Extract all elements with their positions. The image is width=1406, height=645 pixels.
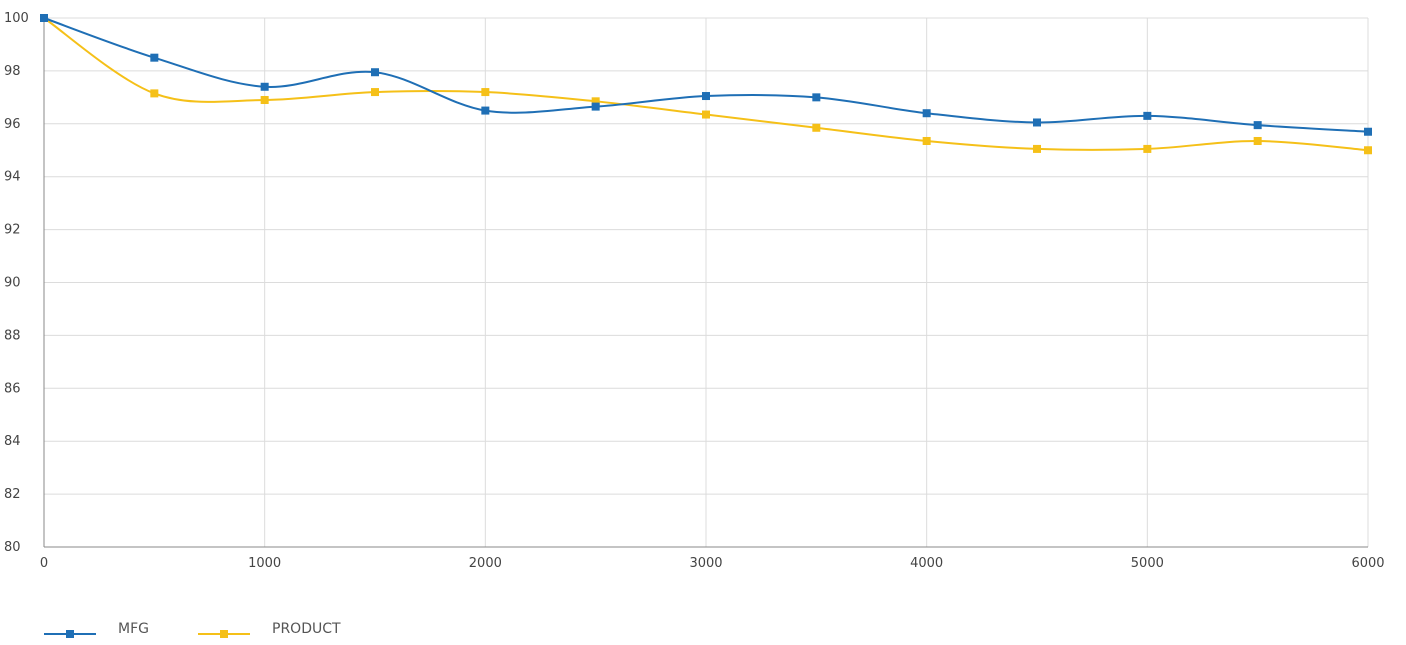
y-tick-label: 82 bbox=[4, 487, 21, 502]
x-tick-label: 1000 bbox=[248, 556, 281, 571]
legend-swatch-marker-mfg bbox=[66, 630, 74, 638]
x-tick-label: 3000 bbox=[689, 556, 722, 571]
legend-label-mfg: MFG bbox=[118, 621, 149, 637]
y-tick-label: 84 bbox=[4, 434, 21, 449]
data-point-mfg bbox=[260, 82, 269, 91]
data-point-product bbox=[371, 88, 379, 97]
x-tick-label: 6000 bbox=[1351, 556, 1384, 571]
legend-label-product: PRODUCT bbox=[272, 621, 341, 637]
legend: MFG PRODUCT bbox=[44, 621, 341, 638]
data-point-product bbox=[591, 97, 600, 106]
data-point-mfg bbox=[150, 53, 159, 62]
y-tick-label: 90 bbox=[4, 276, 21, 291]
data-point-product bbox=[260, 95, 269, 104]
y-tick-label: 92 bbox=[4, 223, 21, 238]
data-point-mfg bbox=[922, 109, 931, 118]
data-point-product bbox=[1143, 144, 1152, 153]
x-tick-label: 5000 bbox=[1131, 556, 1164, 571]
data-point-product bbox=[1033, 144, 1041, 153]
y-tick-label: 96 bbox=[4, 117, 21, 132]
data-point-product bbox=[481, 88, 490, 97]
y-axis-ticks: 80 82 84 86 88 90 92 94 96 98 100 bbox=[4, 11, 29, 555]
y-tick-label: 100 bbox=[4, 11, 29, 26]
data-point-mfg bbox=[591, 102, 600, 111]
y-tick-label: 94 bbox=[4, 170, 21, 185]
data-point-product bbox=[702, 110, 710, 119]
data-point-mfg bbox=[1143, 111, 1152, 120]
series-group bbox=[40, 14, 1372, 155]
data-point-mfg bbox=[1033, 118, 1041, 127]
y-tick-label: 86 bbox=[4, 381, 21, 396]
y-tick-label: 98 bbox=[4, 64, 21, 79]
data-point-mfg bbox=[1253, 121, 1262, 130]
data-point-product bbox=[1364, 146, 1372, 155]
data-point-mfg bbox=[812, 93, 821, 102]
x-tick-label: 4000 bbox=[910, 556, 943, 571]
x-axis-ticks: 0 1000 2000 3000 4000 5000 6000 bbox=[40, 556, 1385, 571]
x-tick-label: 0 bbox=[40, 556, 48, 571]
x-tick-label: 2000 bbox=[469, 556, 502, 571]
data-point-product bbox=[150, 89, 159, 98]
grid-lines bbox=[44, 17, 1369, 547]
data-point-mfg bbox=[481, 106, 490, 115]
axes bbox=[43, 18, 1368, 548]
data-point-mfg bbox=[1364, 127, 1372, 136]
data-point-product bbox=[1253, 136, 1262, 145]
data-point-mfg bbox=[371, 68, 379, 77]
y-tick-label: 88 bbox=[4, 328, 21, 343]
data-point-product bbox=[812, 123, 821, 132]
y-tick-label: 80 bbox=[4, 540, 21, 555]
legend-swatch-marker-product bbox=[220, 630, 228, 638]
data-point-mfg bbox=[40, 14, 48, 22]
data-point-mfg bbox=[702, 92, 710, 101]
data-point-product bbox=[922, 136, 931, 145]
